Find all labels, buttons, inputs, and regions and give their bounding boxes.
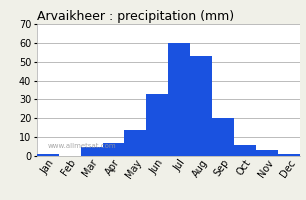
Bar <box>190 56 212 156</box>
Bar <box>212 118 234 156</box>
Bar <box>168 43 190 156</box>
Text: www.allmetsat.com: www.allmetsat.com <box>47 143 116 149</box>
Bar <box>103 143 125 156</box>
Bar <box>125 130 146 156</box>
Bar <box>234 145 256 156</box>
Text: Arvaikheer : precipitation (mm): Arvaikheer : precipitation (mm) <box>37 10 234 23</box>
Bar <box>80 147 103 156</box>
Bar <box>278 154 300 156</box>
Bar <box>256 150 278 156</box>
Bar <box>37 154 59 156</box>
Bar <box>146 94 168 156</box>
